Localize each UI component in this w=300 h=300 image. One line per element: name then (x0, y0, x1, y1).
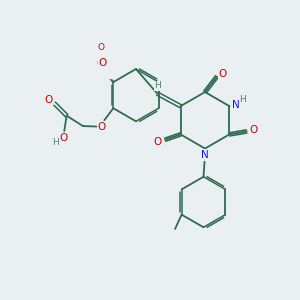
Text: N: N (200, 150, 208, 160)
Text: H: H (239, 95, 246, 104)
Text: H: H (154, 81, 161, 90)
Text: O: O (59, 133, 68, 143)
Text: H: H (52, 138, 59, 147)
Text: O: O (97, 43, 104, 52)
Text: O: O (154, 137, 162, 147)
Text: O: O (97, 59, 105, 69)
Text: O: O (45, 94, 53, 105)
Text: O: O (99, 58, 107, 68)
Text: N: N (232, 100, 239, 110)
Text: O: O (219, 69, 227, 79)
Text: O: O (97, 122, 106, 132)
Text: O: O (249, 125, 257, 135)
